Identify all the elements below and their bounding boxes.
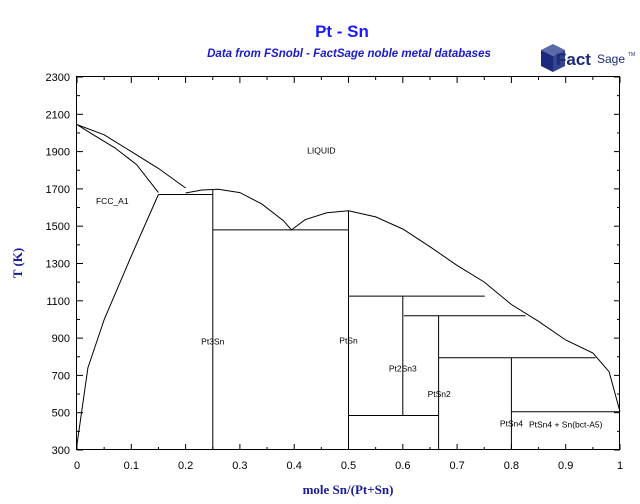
y-tick-label: 500 xyxy=(52,408,70,420)
y-axis-ticks xyxy=(77,76,620,451)
phase-label: LIQUID xyxy=(307,145,335,155)
phase-boundaries xyxy=(76,124,621,450)
y-tick-label: 1300 xyxy=(46,259,70,271)
phase-boundary-1 xyxy=(76,124,186,189)
x-tick-label: 0.3 xyxy=(232,460,247,472)
y-tick-label: 1700 xyxy=(46,184,70,196)
chart-title: Pt - Sn xyxy=(315,22,369,41)
y-tick-label: 700 xyxy=(52,370,70,382)
x-tick-label: 0.5 xyxy=(341,460,356,472)
y-tick-label: 2300 xyxy=(46,72,70,84)
phase-label: PtSn4 xyxy=(500,419,523,429)
phase-boundary-4 xyxy=(185,188,292,231)
phase-labels: LIQUID FCC_A1 Pt3Sn PtSn Pt2Sn3 PtSn2 PtSn4 PtS… xyxy=(96,145,603,429)
phase-label: FCC_A1 xyxy=(96,196,129,206)
x-axis-label: mole Sn/(Pt+Sn) xyxy=(303,482,394,497)
y-tick-label: 1100 xyxy=(46,296,70,308)
y-tick-label: 2100 xyxy=(46,109,70,121)
phase-boundary-0 xyxy=(76,124,159,193)
x-tick-label: 0.9 xyxy=(558,460,573,472)
y-tick-label: 300 xyxy=(52,445,70,457)
y-axis-label: T (K) xyxy=(10,248,25,278)
x-tick-label: 0 xyxy=(74,460,80,472)
x-tick-label: 0.2 xyxy=(178,460,193,472)
logo-mark: TM xyxy=(628,52,635,58)
chart-subtitle: Data from FSnobl - FactSage noble metal … xyxy=(207,48,491,60)
factsage-cube-icon xyxy=(541,44,565,72)
x-tick-label: 0.4 xyxy=(287,460,302,472)
factsage-logo: Fact Sage TM xyxy=(541,44,635,72)
x-tick-label: 0.1 xyxy=(124,460,139,472)
phase-label: PtSn4 + Sn(bct-A5) xyxy=(529,420,603,430)
x-axis-tick-labels: 0 0.1 0.2 0.3 0.4 0.5 0.6 0.7 0.8 0.9 1 xyxy=(74,460,623,472)
x-tick-label: 0.7 xyxy=(449,460,464,472)
y-tick-label: 1500 xyxy=(46,221,70,233)
phase-boundary-5 xyxy=(291,210,621,412)
phase-label: Pt3Sn xyxy=(201,337,224,347)
y-tick-label: 1900 xyxy=(46,147,70,159)
logo-sage: Sage xyxy=(597,52,625,66)
x-tick-label: 0.6 xyxy=(395,460,410,472)
phase-label: Pt2Sn3 xyxy=(389,364,417,374)
y-axis-tick-labels: 300 500 700 900 1100 1300 1500 1700 1900 2100 2300 xyxy=(46,72,70,457)
phase-label: PtSn2 xyxy=(428,389,451,399)
x-tick-label: 1 xyxy=(617,460,623,472)
phase-label: PtSn xyxy=(339,336,358,346)
phase-boundary-2 xyxy=(76,194,159,445)
y-tick-label: 900 xyxy=(52,333,70,345)
logo-fact: Fact xyxy=(556,50,591,69)
x-tick-label: 0.8 xyxy=(504,460,519,472)
